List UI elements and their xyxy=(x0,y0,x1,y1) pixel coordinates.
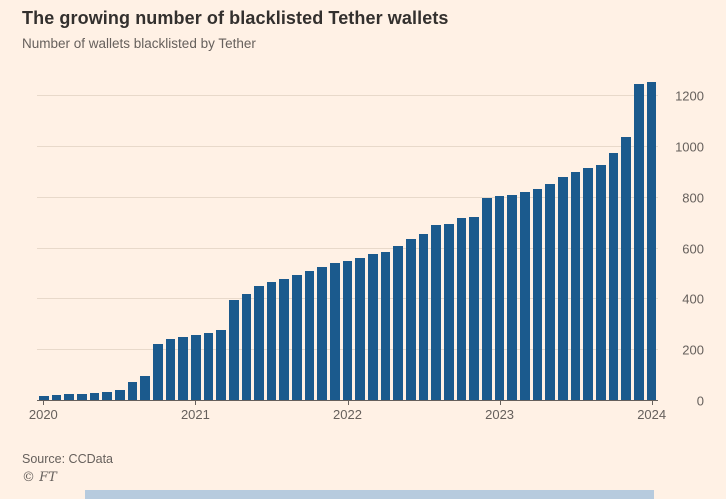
bar xyxy=(140,375,150,400)
bar xyxy=(532,188,543,400)
y-axis-tick-label: 1000 xyxy=(675,139,704,155)
bar xyxy=(190,335,201,400)
chart-title: The growing number of blacklisted Tether… xyxy=(22,8,449,28)
x-axis-tick-label: 2023 xyxy=(485,407,515,422)
bar xyxy=(583,168,593,400)
gridline xyxy=(37,196,658,198)
gridline xyxy=(37,247,658,249)
bar xyxy=(304,270,315,400)
x-axis-tick xyxy=(195,401,197,405)
bar xyxy=(418,234,429,400)
bar xyxy=(178,336,188,400)
x-axis-tick xyxy=(651,401,653,405)
bars-group xyxy=(39,71,657,400)
x-axis-tick-label: 2020 xyxy=(28,407,58,422)
bar xyxy=(481,197,492,400)
bar xyxy=(266,282,277,400)
y-axis-labels: 0 200 400 600 800 1000 1200 xyxy=(658,71,704,408)
bar xyxy=(64,394,74,400)
bottom-banner-strip xyxy=(85,490,654,499)
bar xyxy=(216,330,226,400)
bar xyxy=(444,224,454,400)
bar xyxy=(39,396,49,400)
y-axis-tick-label: 1200 xyxy=(675,88,704,104)
bar xyxy=(89,392,100,400)
x-axis-tick-label: 2021 xyxy=(180,407,210,422)
bar xyxy=(469,216,479,400)
x-axis-tick xyxy=(43,401,45,405)
y-axis-tick-label: 400 xyxy=(682,291,704,307)
bar xyxy=(228,300,239,400)
x-axis-tick-label: 2022 xyxy=(333,407,362,422)
bar xyxy=(557,177,568,400)
bar xyxy=(595,164,606,400)
bar xyxy=(102,391,112,400)
bar xyxy=(127,382,138,400)
x-axis-tick-label: 2024 xyxy=(637,407,667,422)
bar xyxy=(456,217,467,400)
bar xyxy=(342,260,353,400)
bar xyxy=(507,194,517,400)
bar xyxy=(203,332,214,400)
bar xyxy=(646,82,657,400)
bar xyxy=(431,225,441,400)
bar xyxy=(355,258,366,400)
bar xyxy=(317,267,328,400)
bar xyxy=(494,196,505,400)
chart-subtitle: Number of wallets blacklisted by Tether xyxy=(22,36,256,51)
bar xyxy=(570,172,581,400)
x-axis-tick xyxy=(347,401,349,405)
x-axis-tick xyxy=(499,401,501,405)
bar xyxy=(292,274,302,400)
bar xyxy=(152,344,163,400)
bar xyxy=(368,254,378,400)
bar xyxy=(76,393,87,400)
bar xyxy=(545,183,555,400)
gridline xyxy=(37,146,658,148)
y-axis-tick-label: 800 xyxy=(682,190,704,206)
source-label: Source: CCData xyxy=(22,452,114,466)
bar xyxy=(393,245,404,400)
x-axis: 2020 2021 2022 2023 2024 xyxy=(29,401,666,425)
bar xyxy=(519,192,530,400)
x-axis-line xyxy=(37,400,658,401)
gridline xyxy=(37,95,658,97)
bar xyxy=(406,239,416,400)
bar xyxy=(279,278,290,400)
bar xyxy=(254,286,264,400)
y-axis-tick-label: 200 xyxy=(682,342,704,358)
bar xyxy=(114,389,125,400)
bar xyxy=(51,395,62,400)
bar xyxy=(330,263,340,400)
bar xyxy=(633,83,644,400)
y-axis-tick-label: 0 xyxy=(696,393,704,409)
plot-area xyxy=(37,71,658,401)
bar xyxy=(621,136,631,400)
bar xyxy=(608,153,619,400)
ft-copyright: © FT xyxy=(22,470,57,485)
bar xyxy=(380,251,391,400)
bar-chart: 0 200 400 600 800 1000 1200 2020 2021 2022 2023 20… xyxy=(29,71,704,425)
y-axis-tick-label: 600 xyxy=(682,241,704,257)
bar xyxy=(241,293,252,400)
bar xyxy=(165,339,176,400)
